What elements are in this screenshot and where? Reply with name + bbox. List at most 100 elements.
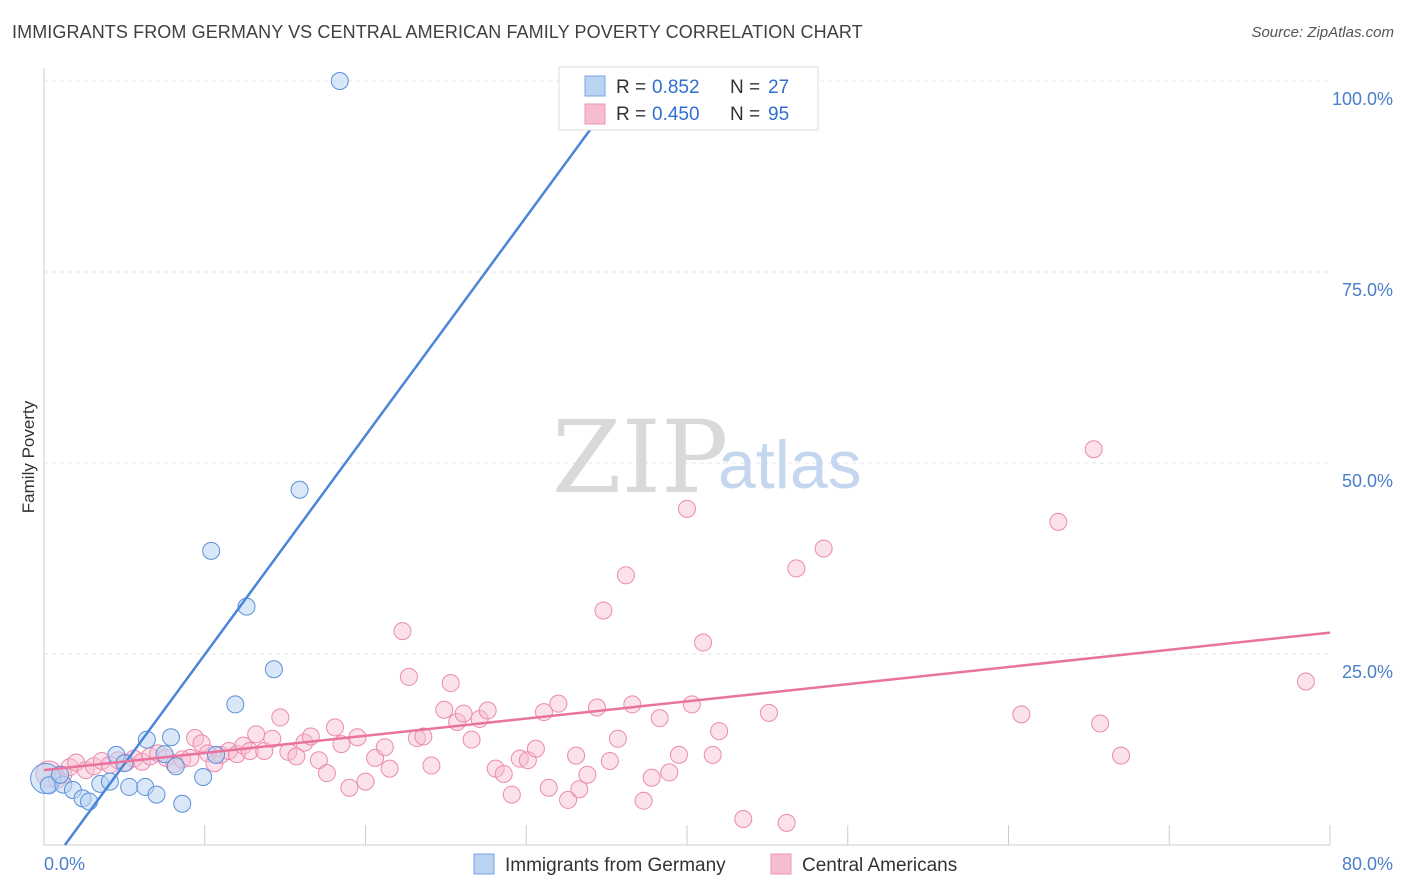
trend-lines — [43, 80, 1331, 846]
central-americans-point — [734, 810, 753, 829]
y-tick-label: 75.0% — [1342, 280, 1393, 300]
legend-blue-r-value: 0.852 — [652, 77, 700, 98]
central-americans-point — [594, 601, 613, 620]
central-americans-point — [340, 778, 359, 797]
central-americans-point — [422, 756, 441, 775]
legend-swatch-blue — [584, 75, 606, 97]
y-tick-labels: 25.0% 50.0% 75.0% 100.0% — [1332, 89, 1393, 682]
grid-lines — [44, 80, 1330, 655]
germany-point — [194, 768, 213, 787]
x-tick-label-max: 80.0% — [1342, 854, 1393, 874]
y-axis-label: Family Poverty — [19, 400, 38, 513]
legend-pink-r-value: 0.450 — [652, 104, 700, 125]
central-americans-point — [703, 745, 722, 764]
legend-pink-r-label: R = — [616, 104, 651, 125]
central-americans-point — [526, 739, 545, 758]
central-americans-point — [567, 746, 586, 765]
bottom-legend-swatch-pink — [770, 853, 792, 875]
germany-point — [147, 785, 166, 804]
central-americans-point — [669, 745, 688, 764]
central-americans-point — [287, 747, 306, 766]
legend-blue-n-label: N = — [730, 77, 765, 98]
central-americans-point — [539, 778, 558, 797]
germany-point — [166, 757, 185, 776]
x-tick-label-min: 0.0% — [44, 854, 85, 874]
central-americans-point — [356, 772, 375, 791]
watermark-zip: ZIP — [552, 399, 728, 516]
germany-point — [173, 794, 192, 813]
legend-pink-n-label: N = — [730, 104, 765, 125]
central-americans-point — [570, 780, 589, 799]
germany-points — [30, 72, 349, 813]
bottom-legend: Immigrants from Germany Central American… — [473, 853, 957, 876]
central-americans-trend-line — [43, 631, 1331, 772]
central-americans-point — [441, 674, 460, 693]
legend-swatch-pink — [584, 103, 606, 125]
central-americans-point — [660, 763, 679, 782]
central-americans-point — [600, 751, 619, 770]
central-americans-point — [393, 622, 412, 641]
central-americans-point — [549, 694, 568, 713]
bottom-legend-label-pink: Central Americans — [802, 855, 957, 876]
legend-blue-n-value: 27 — [768, 77, 789, 98]
central-americans-point — [1012, 705, 1031, 724]
central-americans-point — [682, 695, 701, 714]
central-americans-point — [787, 559, 806, 578]
central-americans-point — [710, 722, 729, 741]
germany-point — [202, 541, 221, 560]
bottom-legend-label-blue: Immigrants from Germany — [505, 855, 726, 876]
central-americans-point — [650, 709, 669, 728]
central-americans-point — [494, 764, 513, 783]
central-americans-point — [634, 791, 653, 810]
central-americans-point — [454, 704, 473, 723]
y-tick-label: 25.0% — [1342, 662, 1393, 682]
central-americans-point — [375, 738, 394, 757]
germany-point — [161, 728, 180, 747]
central-americans-point — [608, 729, 627, 748]
y-tick-label: 100.0% — [1332, 89, 1393, 109]
central-americans-point — [623, 695, 642, 714]
central-americans-point — [325, 718, 344, 737]
x-tick-marks — [204, 825, 1331, 845]
central-americans-point — [317, 764, 336, 783]
central-americans-point — [380, 759, 399, 778]
y-tick-label: 50.0% — [1342, 471, 1393, 491]
germany-point — [51, 765, 70, 784]
central-americans-point — [678, 499, 696, 518]
central-americans-point — [777, 813, 796, 832]
top-legend: R = 0.852 N = 27 R = 0.450 N = 95 — [558, 66, 819, 131]
germany-point — [207, 745, 226, 764]
central-americans-point — [414, 727, 433, 746]
central-americans-point — [1112, 746, 1131, 765]
central-americans-point — [616, 566, 635, 585]
central-americans-point — [263, 729, 282, 748]
central-americans-point — [192, 734, 211, 753]
central-americans-point — [1049, 512, 1068, 531]
central-americans-point — [559, 790, 578, 809]
central-americans-point — [502, 785, 521, 804]
central-americans-point — [694, 633, 713, 652]
central-americans-point — [271, 708, 290, 727]
central-americans-point — [435, 700, 454, 719]
central-americans-point — [1091, 714, 1110, 733]
central-americans-point — [587, 698, 606, 717]
central-americans-point — [399, 667, 418, 686]
legend-pink-n-value: 95 — [768, 104, 789, 125]
germany-point — [264, 660, 283, 679]
germany-point — [137, 730, 156, 749]
central-americans-point — [309, 751, 328, 770]
germany-point — [226, 695, 245, 714]
central-americans-point — [462, 730, 481, 749]
central-americans-point — [1084, 440, 1103, 459]
central-americans-point — [478, 701, 497, 720]
germany-point — [120, 777, 139, 796]
germany-point — [290, 480, 309, 499]
central-americans-point — [1296, 672, 1315, 691]
legend-blue-r-label: R = — [616, 77, 651, 98]
germany-point — [330, 72, 349, 90]
bottom-legend-swatch-blue — [473, 853, 495, 875]
source-label: Source: ZipAtlas.com — [1251, 24, 1394, 41]
central-americans-point — [247, 725, 266, 744]
central-americans-point — [578, 765, 597, 784]
